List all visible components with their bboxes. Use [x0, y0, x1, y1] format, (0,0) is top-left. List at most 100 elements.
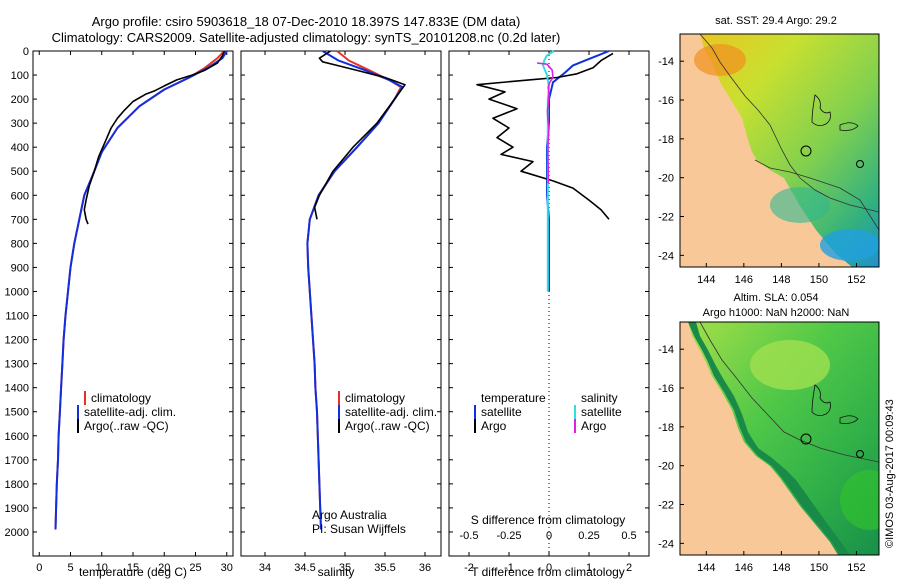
legend-label-sal-argo: Argo — [581, 419, 607, 433]
legend-label-temp-satellite: satellite — [481, 405, 522, 419]
x-tick-label: 25 — [189, 562, 201, 574]
y-tick-label: 500 — [11, 166, 29, 178]
y-tick-label: 700 — [11, 214, 29, 226]
x-tick-label: 35.5 — [374, 562, 395, 574]
legend-label-climatology: climatology — [345, 391, 405, 405]
header-line1: Argo profile: csiro 5903618_18 07-Dec-20… — [92, 14, 521, 29]
y-tick-label: 1000 — [5, 286, 29, 298]
map-y-tick-label: -18 — [658, 134, 674, 146]
x-tick-label: 15 — [127, 562, 139, 574]
map-sla-land — [680, 322, 838, 555]
map-y-tick-label: -24 — [658, 250, 674, 262]
credit-imos: ©IMOS 03-Aug-2017 00:09:43 — [884, 399, 896, 548]
x-top-tick-label: 0.5 — [621, 530, 636, 542]
y-tick-label: 900 — [11, 262, 29, 274]
map-y-tick-label: -16 — [658, 383, 674, 395]
x-tick-label: 30 — [221, 562, 233, 574]
map-x-tick-label: 146 — [735, 274, 753, 286]
map-x-tick-label: 146 — [735, 562, 753, 574]
series-temperature-argo — [476, 52, 614, 220]
map-sst-reef — [811, 94, 831, 126]
legend-label-argo: Argo(..raw -QC) — [84, 419, 169, 433]
x-tick-label: 2 — [626, 562, 632, 574]
y-tick-label: 200 — [11, 94, 29, 106]
difference-xlabel-top: S difference from climatology — [471, 513, 626, 527]
y-tick-label: 1200 — [5, 335, 29, 347]
series-salinity-argo — [536, 62, 554, 184]
salinity-axes — [240, 50, 442, 557]
map-x-tick-label: 152 — [847, 562, 865, 574]
map-y-tick-label: -24 — [658, 538, 674, 550]
map-sla-argo-location — [800, 433, 812, 445]
legend-header-salinity: salinity — [581, 391, 618, 405]
temperature-legend: climatology satellite-adj. clim. Argo(..… — [77, 391, 176, 433]
legend-label-temp-argo: Argo — [481, 419, 507, 433]
y-tick-label: 800 — [11, 238, 29, 250]
temperature-axes — [32, 50, 234, 557]
map-sst-marker — [856, 160, 864, 168]
map-sla-title1: Altim. SLA: 0.054 — [734, 292, 819, 304]
x-tick-label: 0 — [36, 562, 42, 574]
x-tick-label: -1 — [504, 562, 514, 574]
map-sst-land — [680, 34, 852, 267]
map-sla-contour — [699, 322, 879, 463]
map-sla-shelf — [688, 322, 850, 555]
legend-header-temperature: temperature — [481, 391, 546, 405]
map-y-tick-label: -20 — [658, 173, 674, 185]
difference-legend: temperature satellite Argo salinity sate… — [474, 391, 622, 433]
x-tick-label: 20 — [158, 562, 170, 574]
x-tick-label: 34.5 — [294, 562, 315, 574]
y-tick-label: 2000 — [5, 527, 29, 539]
map-sla-reef — [811, 384, 831, 416]
legend-label-climatology: climatology — [91, 391, 151, 405]
x-top-tick-label: -0.25 — [496, 530, 521, 542]
credit-pi: PI: Susan Wijffels — [312, 522, 406, 536]
map-sla-title2: Argo h1000: NaN h2000: NaN — [703, 307, 850, 319]
map-sla-reef2 — [839, 415, 859, 424]
x-tick-label: -2 — [464, 562, 474, 574]
y-tick-label: 1700 — [5, 455, 29, 467]
salinity-legend: climatology satellite-adj. clim. Argo(..… — [312, 391, 437, 536]
map-sst-contour — [699, 34, 879, 213]
map-sst-title: sat. SST: 29.4 Argo: 29.2 — [715, 15, 837, 27]
x-tick-label: 35 — [339, 562, 351, 574]
map-x-tick-label: 150 — [810, 562, 828, 574]
temperature-xlabel: temperature (deg C) — [79, 565, 187, 579]
legend-label-satellite: satellite-adj. clim. — [84, 405, 176, 419]
map-sla — [680, 322, 879, 555]
legend-label-argo: Argo(..raw -QC) — [345, 419, 430, 433]
x-tick-label: 5 — [67, 562, 73, 574]
legend-label-satellite: satellite-adj. clim. — [345, 405, 437, 419]
map-sst-frame — [679, 33, 880, 268]
map-sst-reef2 — [839, 122, 859, 131]
map-y-tick-label: -20 — [658, 461, 674, 473]
y-tick-label: 1300 — [5, 359, 29, 371]
map-x-tick-label: 148 — [772, 274, 790, 286]
x-top-tick-label: -0.5 — [460, 530, 479, 542]
map-sla-ticks: 144 146 148 150 152 -14 -16 -18 -20 -22 -24 — [658, 344, 866, 574]
map-x-tick-label: 144 — [697, 274, 715, 286]
legend-label-sal-satellite: satellite — [581, 405, 622, 419]
series-argo-raw-qc- — [83, 50, 226, 225]
y-tick-label: 100 — [11, 70, 29, 82]
map-y-tick-label: -18 — [658, 422, 674, 434]
x-tick-label: 34 — [259, 562, 271, 574]
y-tick-label: 300 — [11, 118, 29, 130]
map-y-tick-label: -22 — [658, 500, 674, 512]
y-tick-label: 1600 — [5, 431, 29, 443]
x-tick-label: 10 — [96, 562, 108, 574]
y-tick-label: 1800 — [5, 479, 29, 491]
y-tick-label: 1400 — [5, 383, 29, 395]
salinity-xlabel: salinity — [318, 565, 355, 579]
credit-argo-australia: Argo Australia — [312, 508, 387, 522]
y-tick-label: 1900 — [5, 503, 29, 515]
y-tick-label: 1100 — [5, 311, 29, 323]
y-tick-label: 600 — [11, 190, 29, 202]
map-y-tick-label: -14 — [658, 344, 674, 356]
series-satellite-adj-clim- — [306, 50, 404, 530]
series-satellite-adj-clim- — [54, 50, 228, 530]
temperature-plot: 0 100 200 300 400 500 600 700 800 900 1000 1100 1200… — [5, 46, 233, 574]
y-tick-label: 1500 — [5, 407, 29, 419]
y-tick-label: 400 — [11, 142, 29, 154]
map-y-tick-label: -14 — [658, 56, 674, 68]
